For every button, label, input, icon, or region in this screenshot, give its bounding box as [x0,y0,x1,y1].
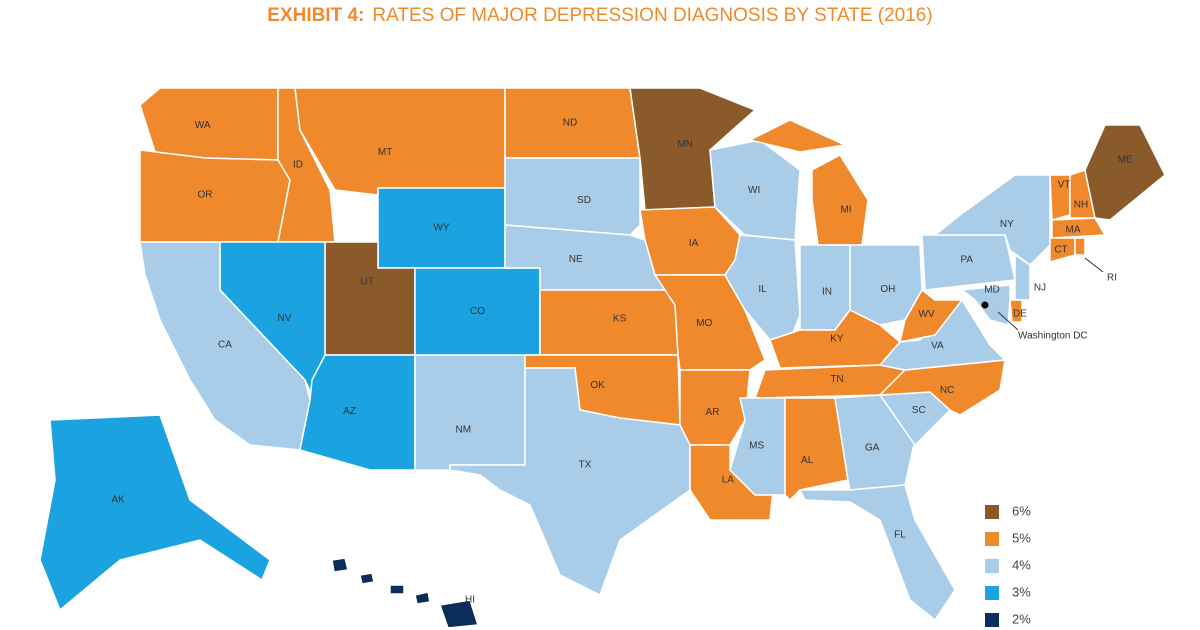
state-label: ND [563,118,577,129]
labels: WA OR ID MT WY UT NV CA AZ NM CO ND SD NE KS OK TX MN IA MO… [111,118,1133,606]
legend-swatch [985,505,999,519]
state-label: MO [696,318,712,329]
states [39,87,1166,629]
state-label: WY [433,223,449,234]
state-label: VA [931,341,944,352]
state [359,572,375,585]
state [414,354,526,471]
state-label: ME [1118,155,1133,166]
legend-label: 2% [1012,611,1031,626]
state [331,557,349,573]
state [414,591,431,605]
state-label: KS [613,314,627,325]
state [811,154,869,246]
state-label: CT [1054,245,1067,256]
legend-label: 5% [1012,530,1031,545]
state [139,149,291,243]
state-label: RI [1107,273,1117,284]
state-label: MT [378,147,392,158]
state-label: MA [1066,225,1081,236]
state-label: IA [689,238,699,249]
legend-label: 6% [1012,503,1031,518]
state-label: WI [748,185,760,196]
state [1009,299,1023,323]
state-label: WV [918,309,934,320]
legend-swatch [985,532,999,546]
state-label: NC [940,385,954,396]
state [438,599,479,629]
state-label: CO [470,306,485,317]
state-label: NE [569,254,583,265]
state-label: DE [1013,309,1027,320]
state-label: IN [822,287,832,298]
state-label: TN [830,374,843,385]
state-label: ID [293,160,303,171]
state-label: AZ [343,406,356,417]
state [294,87,506,196]
ri-pointer [1084,257,1104,273]
state-label: NY [1000,219,1014,230]
state-label: MN [677,139,693,150]
state-label: VT [1058,180,1071,191]
state-label: CA [218,340,232,351]
state-label: MS [749,441,764,452]
state-label: NM [456,425,472,436]
state [39,414,271,612]
state [1074,237,1086,256]
state-label: FL [894,530,906,541]
state [139,241,311,451]
state-label: NH [1074,200,1088,211]
state [504,157,641,236]
state-label: NJ [1034,283,1046,294]
legend-swatch [985,613,999,627]
state-label: AK [111,495,125,506]
dc-dot [981,301,989,309]
dc-pointer [997,311,1019,331]
state [798,484,956,622]
legend-label: 3% [1012,584,1031,599]
dc-label: Washington DC [1018,331,1088,342]
state-label: WA [195,120,211,131]
state-label: PA [960,255,973,266]
state-label: AL [801,455,814,466]
state [899,288,964,343]
legend-swatch [985,586,999,600]
state-label: NV [278,313,292,324]
title-text: RATES OF MAJOR DEPRESSION DIAGNOSIS BY S… [372,5,932,26]
state-label: MD [984,285,1000,296]
state [299,354,416,471]
state [1014,253,1031,301]
legend-swatch [985,559,999,573]
state [1084,124,1166,221]
title: EXHIBIT 4: RATES OF MAJOR DEPRESSION DIAG… [267,5,932,26]
state [769,309,902,369]
state [539,289,679,356]
state-label: MI [840,205,851,216]
state-label: IL [758,284,767,295]
state [449,367,691,597]
state-label: SD [577,195,591,206]
state-label: OR [198,190,213,201]
state [747,119,848,153]
state-label: KY [830,333,844,344]
state [878,359,1006,416]
state [1051,217,1107,239]
state-label: AR [706,407,720,418]
state-label: LA [722,475,735,486]
state-label: OH [880,284,895,295]
state-label: UT [361,276,374,287]
state-label: OK [590,380,605,391]
legend-label: 4% [1012,557,1031,572]
legend: 6% 5% 4% 3% 2% [985,503,1031,627]
exhibit: EXHIBIT 4: [267,5,364,26]
state-label: TX [579,460,592,471]
state-label: SC [912,405,926,416]
state [389,584,405,595]
state-label: HI [465,595,475,606]
state-label: GA [865,443,880,454]
